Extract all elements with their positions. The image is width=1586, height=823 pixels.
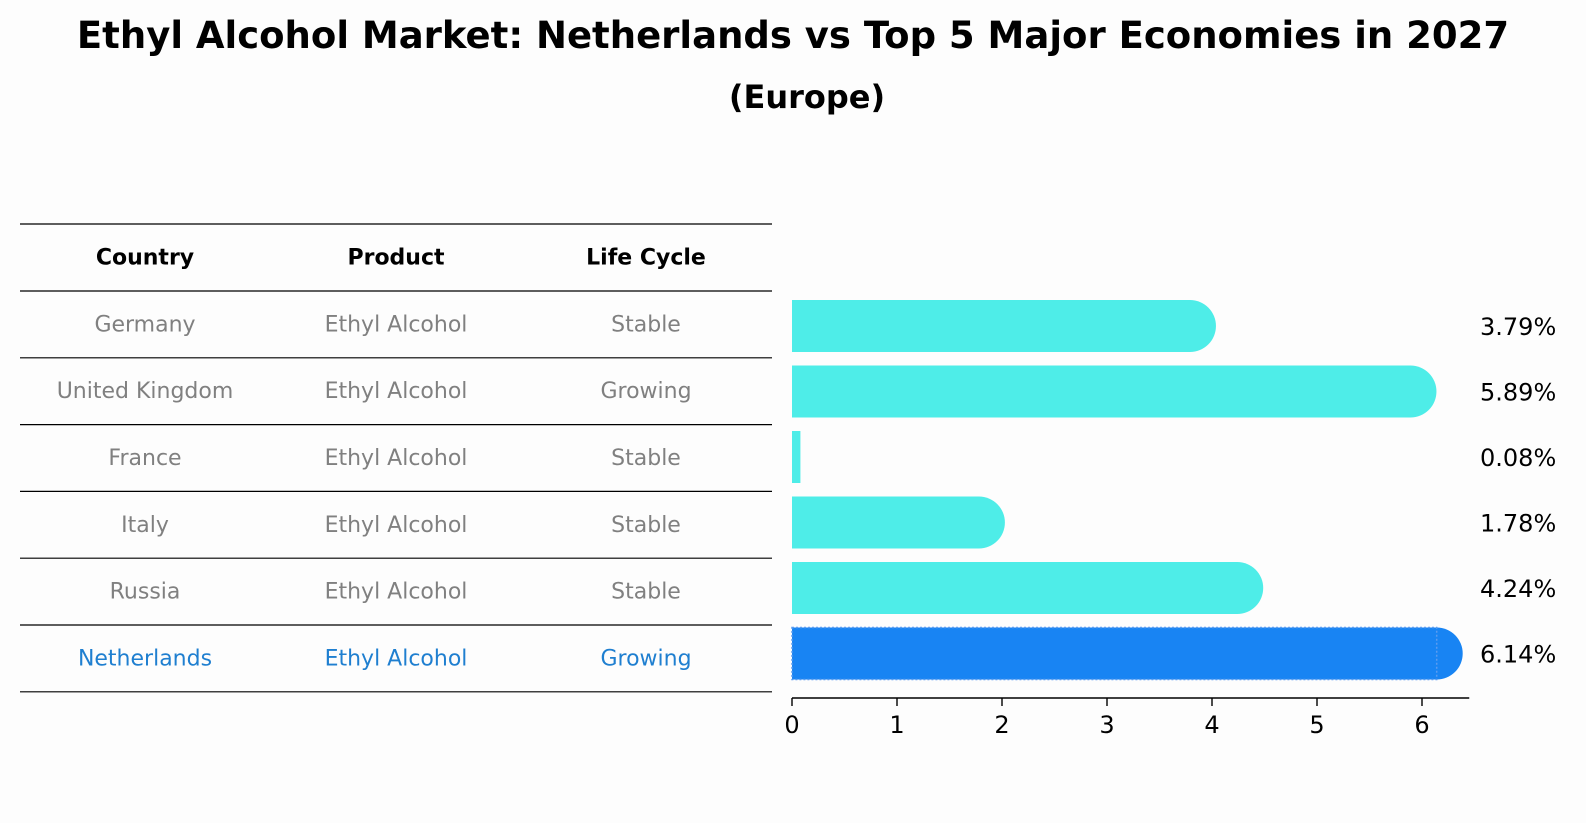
table-header-country: Country (96, 246, 194, 271)
value-label: 4.24% (1480, 575, 1556, 603)
table-header-life-cycle: Life Cycle (586, 246, 706, 271)
table-row: Russia Ethyl Alcohol Stable (110, 580, 681, 605)
bar-russia (792, 562, 1264, 614)
bar-body (792, 562, 1238, 614)
bar-cap (1163, 300, 1216, 352)
table-cell: Ethyl Alcohol (325, 580, 468, 605)
value-label: 6.14% (1480, 641, 1556, 669)
table-cell: Ethyl Alcohol (325, 379, 468, 404)
bar-cap (1410, 627, 1463, 680)
x-tick-label: 3 (1099, 711, 1114, 739)
bar-cap (952, 496, 1005, 549)
value-label: 1.78% (1480, 510, 1556, 538)
bar-body (792, 627, 1437, 680)
table-cell: Stable (611, 580, 681, 605)
table-cell: Germany (94, 312, 195, 337)
bar-united-kingdom (792, 365, 1437, 418)
table-cell: Italy (121, 513, 169, 538)
table-cell: Stable (611, 446, 681, 471)
chart-title: Ethyl Alcohol Market: Netherlands vs Top… (76, 14, 1510, 57)
table-cell: France (108, 446, 181, 471)
x-tick-label: 1 (889, 711, 904, 739)
x-tick-label: 6 (1414, 711, 1429, 739)
x-tick-label: 2 (994, 711, 1009, 739)
table-row: Netherlands Ethyl Alcohol Growing (78, 646, 692, 671)
table-cell: Netherlands (78, 646, 212, 671)
bar-cap (1384, 365, 1437, 418)
table-cell: Stable (611, 513, 681, 538)
table-cell: Stable (611, 312, 681, 337)
x-tick-label: 4 (1204, 711, 1219, 739)
comparison-table: Country Product Life Cycle Germany Ethyl Alc… (20, 223, 772, 693)
x-tick-label: 5 (1309, 711, 1324, 739)
bar-netherlands (791, 626, 1463, 681)
table-cell: Ethyl Alcohol (325, 513, 468, 538)
x-axis: 0 1 2 3 4 5 6 (784, 697, 1470, 739)
value-label: 3.79% (1480, 313, 1556, 341)
bar-cap (1211, 562, 1264, 614)
bar-germany (792, 300, 1216, 352)
table-row: Germany Ethyl Alcohol Stable (94, 312, 680, 337)
chart-subtitle: (Europe) (728, 78, 886, 116)
value-label: 0.08% (1480, 444, 1556, 472)
table-cell: Growing (600, 379, 691, 404)
bar-body (792, 300, 1190, 352)
table-cell: Russia (110, 580, 181, 605)
table-cell: Ethyl Alcohol (325, 446, 468, 471)
table-cell: Ethyl Alcohol (325, 646, 468, 671)
bar-body (792, 496, 979, 549)
value-labels: 3.79% 5.89% 0.08% 1.78% 4.24% 6.14% (1480, 313, 1556, 669)
table-row: United Kingdom Ethyl Alcohol Growing (57, 379, 692, 404)
table-header-product: Product (347, 246, 445, 271)
value-label: 5.89% (1480, 379, 1556, 407)
bar-body (792, 365, 1411, 418)
x-tick-label: 0 (784, 711, 799, 739)
table-row: France Ethyl Alcohol Stable (108, 446, 680, 471)
bar-france (792, 431, 801, 483)
bar-plot (791, 300, 1463, 681)
table-cell: United Kingdom (57, 379, 234, 404)
bar-italy (792, 496, 1005, 549)
table-row: Italy Ethyl Alcohol Stable (121, 513, 681, 538)
table-cell: Growing (600, 646, 691, 671)
bar-body (792, 431, 801, 483)
table-cell: Ethyl Alcohol (325, 312, 468, 337)
